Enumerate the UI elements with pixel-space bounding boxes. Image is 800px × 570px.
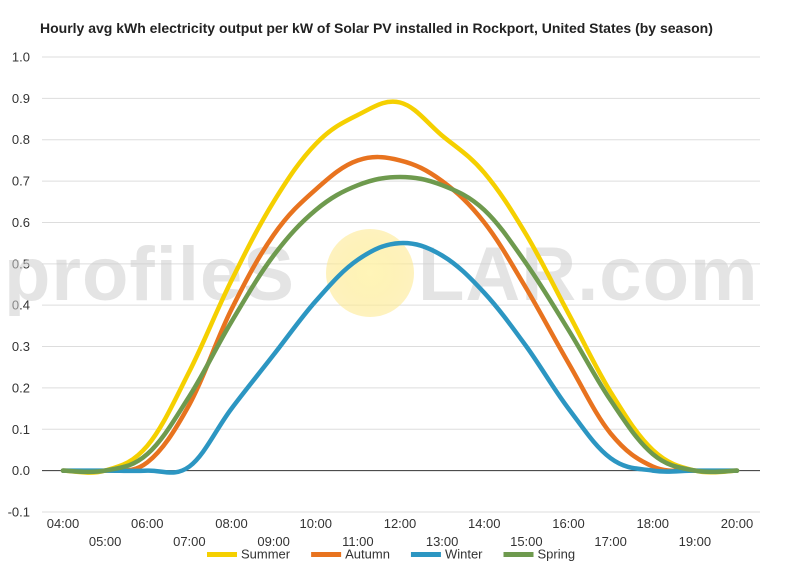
y-tick-label: 0.0 <box>12 463 30 478</box>
x-tick-label: 07:00 <box>173 534 206 549</box>
chart-title: Hourly avg kWh electricity output per kW… <box>40 20 713 36</box>
x-tick-label: 10:00 <box>299 516 332 531</box>
x-tick-label: 09:00 <box>257 534 290 549</box>
y-tick-label: 0.8 <box>12 132 30 147</box>
legend-swatch-winter <box>410 552 441 557</box>
x-tick-label: 11:00 <box>342 534 374 549</box>
legend-label-spring: Spring <box>538 547 576 562</box>
legend-label-summer: Summer <box>241 547 291 562</box>
series-line-winter <box>60 240 740 475</box>
series-line-autumn <box>60 154 740 474</box>
x-tick-label: 05:00 <box>89 534 122 549</box>
x-tick-label: 14:00 <box>468 516 501 531</box>
y-tick-label: 0.1 <box>12 422 30 437</box>
watermark: profileS LAR.com <box>4 229 759 317</box>
x-tick-label: 08:00 <box>215 516 248 531</box>
series-line-spring <box>60 174 740 475</box>
series-line-summer <box>60 99 740 475</box>
x-tick-label: 17:00 <box>594 534 627 549</box>
legend-swatch-spring <box>503 552 534 557</box>
y-tick-label: 1.0 <box>12 50 30 65</box>
x-tick-label: 18:00 <box>636 516 669 531</box>
y-tick-label: 0.3 <box>12 339 30 354</box>
x-axis-ticks: 04:00 05:00 06:00 07:00 08:00 09:00 10:00 11:00… <box>47 516 754 549</box>
watermark-text-left: profileS <box>4 232 295 317</box>
x-tick-label: 04:00 <box>47 516 80 531</box>
x-tick-label: 15:00 <box>510 534 543 549</box>
x-tick-label: 16:00 <box>552 516 585 531</box>
x-tick-label: 13:00 <box>426 534 459 549</box>
watermark-sun <box>326 229 414 317</box>
x-tick-label: 20:00 <box>721 516 754 531</box>
legend-swatch-summer <box>207 552 237 557</box>
y-tick-label: 0.5 <box>12 256 30 271</box>
legend-label-winter: Winter <box>445 547 483 562</box>
legend-swatch-autumn <box>311 552 342 557</box>
legend-label-autumn: Autumn <box>345 547 390 562</box>
y-tick-label: 0.9 <box>12 91 30 106</box>
series-lines <box>60 99 740 475</box>
y-tick-label: 0.7 <box>12 174 30 189</box>
legend: Summer Autumn Winter Spring <box>207 547 575 562</box>
y-tick-label: 0.6 <box>12 215 30 230</box>
y-tick-label: 0.2 <box>12 380 30 395</box>
y-tick-label: 0.4 <box>12 298 30 313</box>
x-tick-label: 12:00 <box>384 516 417 531</box>
x-tick-label: 06:00 <box>131 516 164 531</box>
watermark-text-right: LAR.com <box>418 232 759 317</box>
x-tick-label: 19:00 <box>679 534 712 549</box>
y-axis-ticks: -0.1 0.0 0.1 0.2 0.3 0.4 0.5 0.6 0.7 0.8 0.9 1.0 <box>8 50 30 520</box>
y-tick-label: -0.1 <box>8 505 30 520</box>
